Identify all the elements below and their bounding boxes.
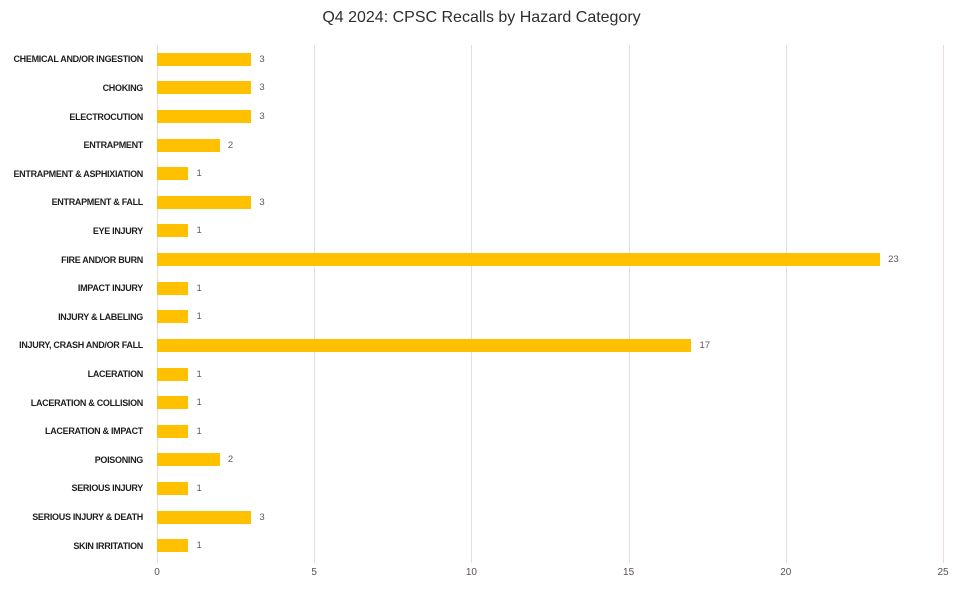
category-label: EYE INJURY bbox=[92, 225, 143, 236]
x-axis-tick-label: 10 bbox=[465, 567, 477, 578]
bar-row: 1 bbox=[157, 531, 943, 560]
bar-value-label: 1 bbox=[196, 168, 202, 180]
bar-row: 3 bbox=[157, 188, 943, 217]
gridline bbox=[943, 45, 944, 563]
bar-value-label: 2 bbox=[227, 454, 234, 466]
gridline bbox=[157, 45, 158, 563]
bar bbox=[157, 396, 189, 410]
bar bbox=[157, 510, 252, 524]
category-label: POISONING bbox=[94, 454, 144, 465]
bar bbox=[157, 424, 189, 438]
category-label: CHEMICAL AND/OR INGESTION bbox=[13, 54, 143, 65]
bar-row: 2 bbox=[157, 446, 943, 475]
bar-value-label: 1 bbox=[196, 540, 202, 552]
x-axis-tick-label: 25 bbox=[937, 567, 949, 578]
gridline bbox=[785, 45, 787, 563]
bar bbox=[157, 281, 189, 295]
bar-value-label: 2 bbox=[227, 139, 234, 151]
x-axis-tick-label: 15 bbox=[623, 567, 635, 578]
category-label: INJURY & LABELING bbox=[58, 311, 143, 322]
gridline bbox=[628, 45, 630, 563]
bar bbox=[157, 253, 881, 267]
category-label: LACERATION & IMPACT bbox=[45, 426, 143, 437]
x-axis-tick-label: 20 bbox=[780, 567, 792, 578]
bar bbox=[157, 481, 189, 495]
bar-value-label: 3 bbox=[259, 196, 265, 208]
chart-title: Q4 2024: CPSC Recalls by Hazard Category bbox=[322, 9, 641, 26]
category-label: ENTRAPMENT & FALL bbox=[51, 197, 144, 208]
bar-value-label: 1 bbox=[196, 282, 202, 294]
bar-value-label: 1 bbox=[196, 311, 202, 323]
bar-value-label: 3 bbox=[259, 82, 265, 94]
bar bbox=[157, 52, 252, 66]
bar-value-label: 3 bbox=[259, 111, 265, 123]
bar-value-label: 3 bbox=[259, 53, 265, 65]
bar-row: 1 bbox=[157, 388, 943, 417]
category-axis: CHEMICAL AND/OR INGESTION CHOKING ELECTROC… bbox=[0, 45, 150, 560]
category-label: ELECTROCUTION bbox=[69, 111, 143, 122]
category-label: IMPACT INJURY bbox=[77, 283, 143, 294]
bar-row: 23 bbox=[157, 245, 943, 274]
gridline bbox=[314, 45, 316, 563]
category-label: INJURY, CRASH AND/OR FALL bbox=[19, 340, 143, 351]
category-label: LACERATION & COLLISION bbox=[30, 397, 144, 408]
category-label: SERIOUS INJURY bbox=[71, 483, 144, 494]
category-label: ENTRAPMENT & ASPHIXIATION bbox=[13, 168, 143, 179]
bar-value-label: 3 bbox=[259, 511, 265, 523]
bar-row: 1 bbox=[157, 303, 943, 332]
bar-row: 3 bbox=[157, 45, 943, 74]
bar-row: 2 bbox=[157, 131, 943, 160]
bar-row: 1 bbox=[157, 274, 943, 303]
bar bbox=[157, 367, 189, 381]
bar bbox=[157, 110, 252, 124]
bar bbox=[157, 195, 252, 209]
category-label: FIRE AND/OR BURN bbox=[61, 254, 143, 265]
bar-row: 1 bbox=[157, 217, 943, 246]
bar-row: 3 bbox=[157, 74, 943, 103]
bar-value-label: 1 bbox=[196, 425, 202, 437]
bar bbox=[157, 81, 252, 95]
bar-value-label: 1 bbox=[196, 482, 202, 494]
bar bbox=[157, 310, 189, 324]
bar bbox=[157, 453, 220, 467]
x-axis-tick-label: 0 bbox=[154, 567, 160, 578]
bar-row: 1 bbox=[157, 159, 943, 188]
bar-row: 1 bbox=[157, 360, 943, 389]
bar-row: 3 bbox=[157, 503, 943, 532]
category-label: ENTRAPMENT bbox=[83, 140, 144, 151]
bar-value-label: 1 bbox=[196, 368, 202, 380]
bar-value-label: 23 bbox=[888, 254, 899, 266]
plot-area: 3 3 3 2 1 3 1 23 1 1 17 1 1 1 2 1 3 1 bbox=[157, 45, 944, 563]
bar-row: 3 bbox=[157, 102, 943, 131]
category-label: LACERATION bbox=[87, 369, 144, 380]
bar bbox=[157, 138, 220, 152]
bar-row: 17 bbox=[157, 331, 943, 360]
bar-row: 1 bbox=[157, 417, 943, 446]
bar bbox=[157, 338, 692, 352]
bar bbox=[157, 539, 189, 553]
bar-value-label: 1 bbox=[196, 397, 202, 409]
x-axis-tick-label: 5 bbox=[311, 567, 317, 578]
bar-value-label: 17 bbox=[699, 339, 711, 351]
category-label: CHOKING bbox=[102, 82, 144, 93]
x-axis: 0 5 10 15 20 25 bbox=[154, 567, 948, 583]
category-label: SKIN IRRITATION bbox=[73, 540, 143, 551]
bar-value-label: 1 bbox=[196, 225, 202, 237]
bar-row: 1 bbox=[157, 474, 943, 503]
bar bbox=[157, 167, 189, 181]
gridline bbox=[471, 45, 473, 563]
bar bbox=[157, 224, 189, 238]
category-label: SERIOUS INJURY & DEATH bbox=[32, 512, 143, 523]
